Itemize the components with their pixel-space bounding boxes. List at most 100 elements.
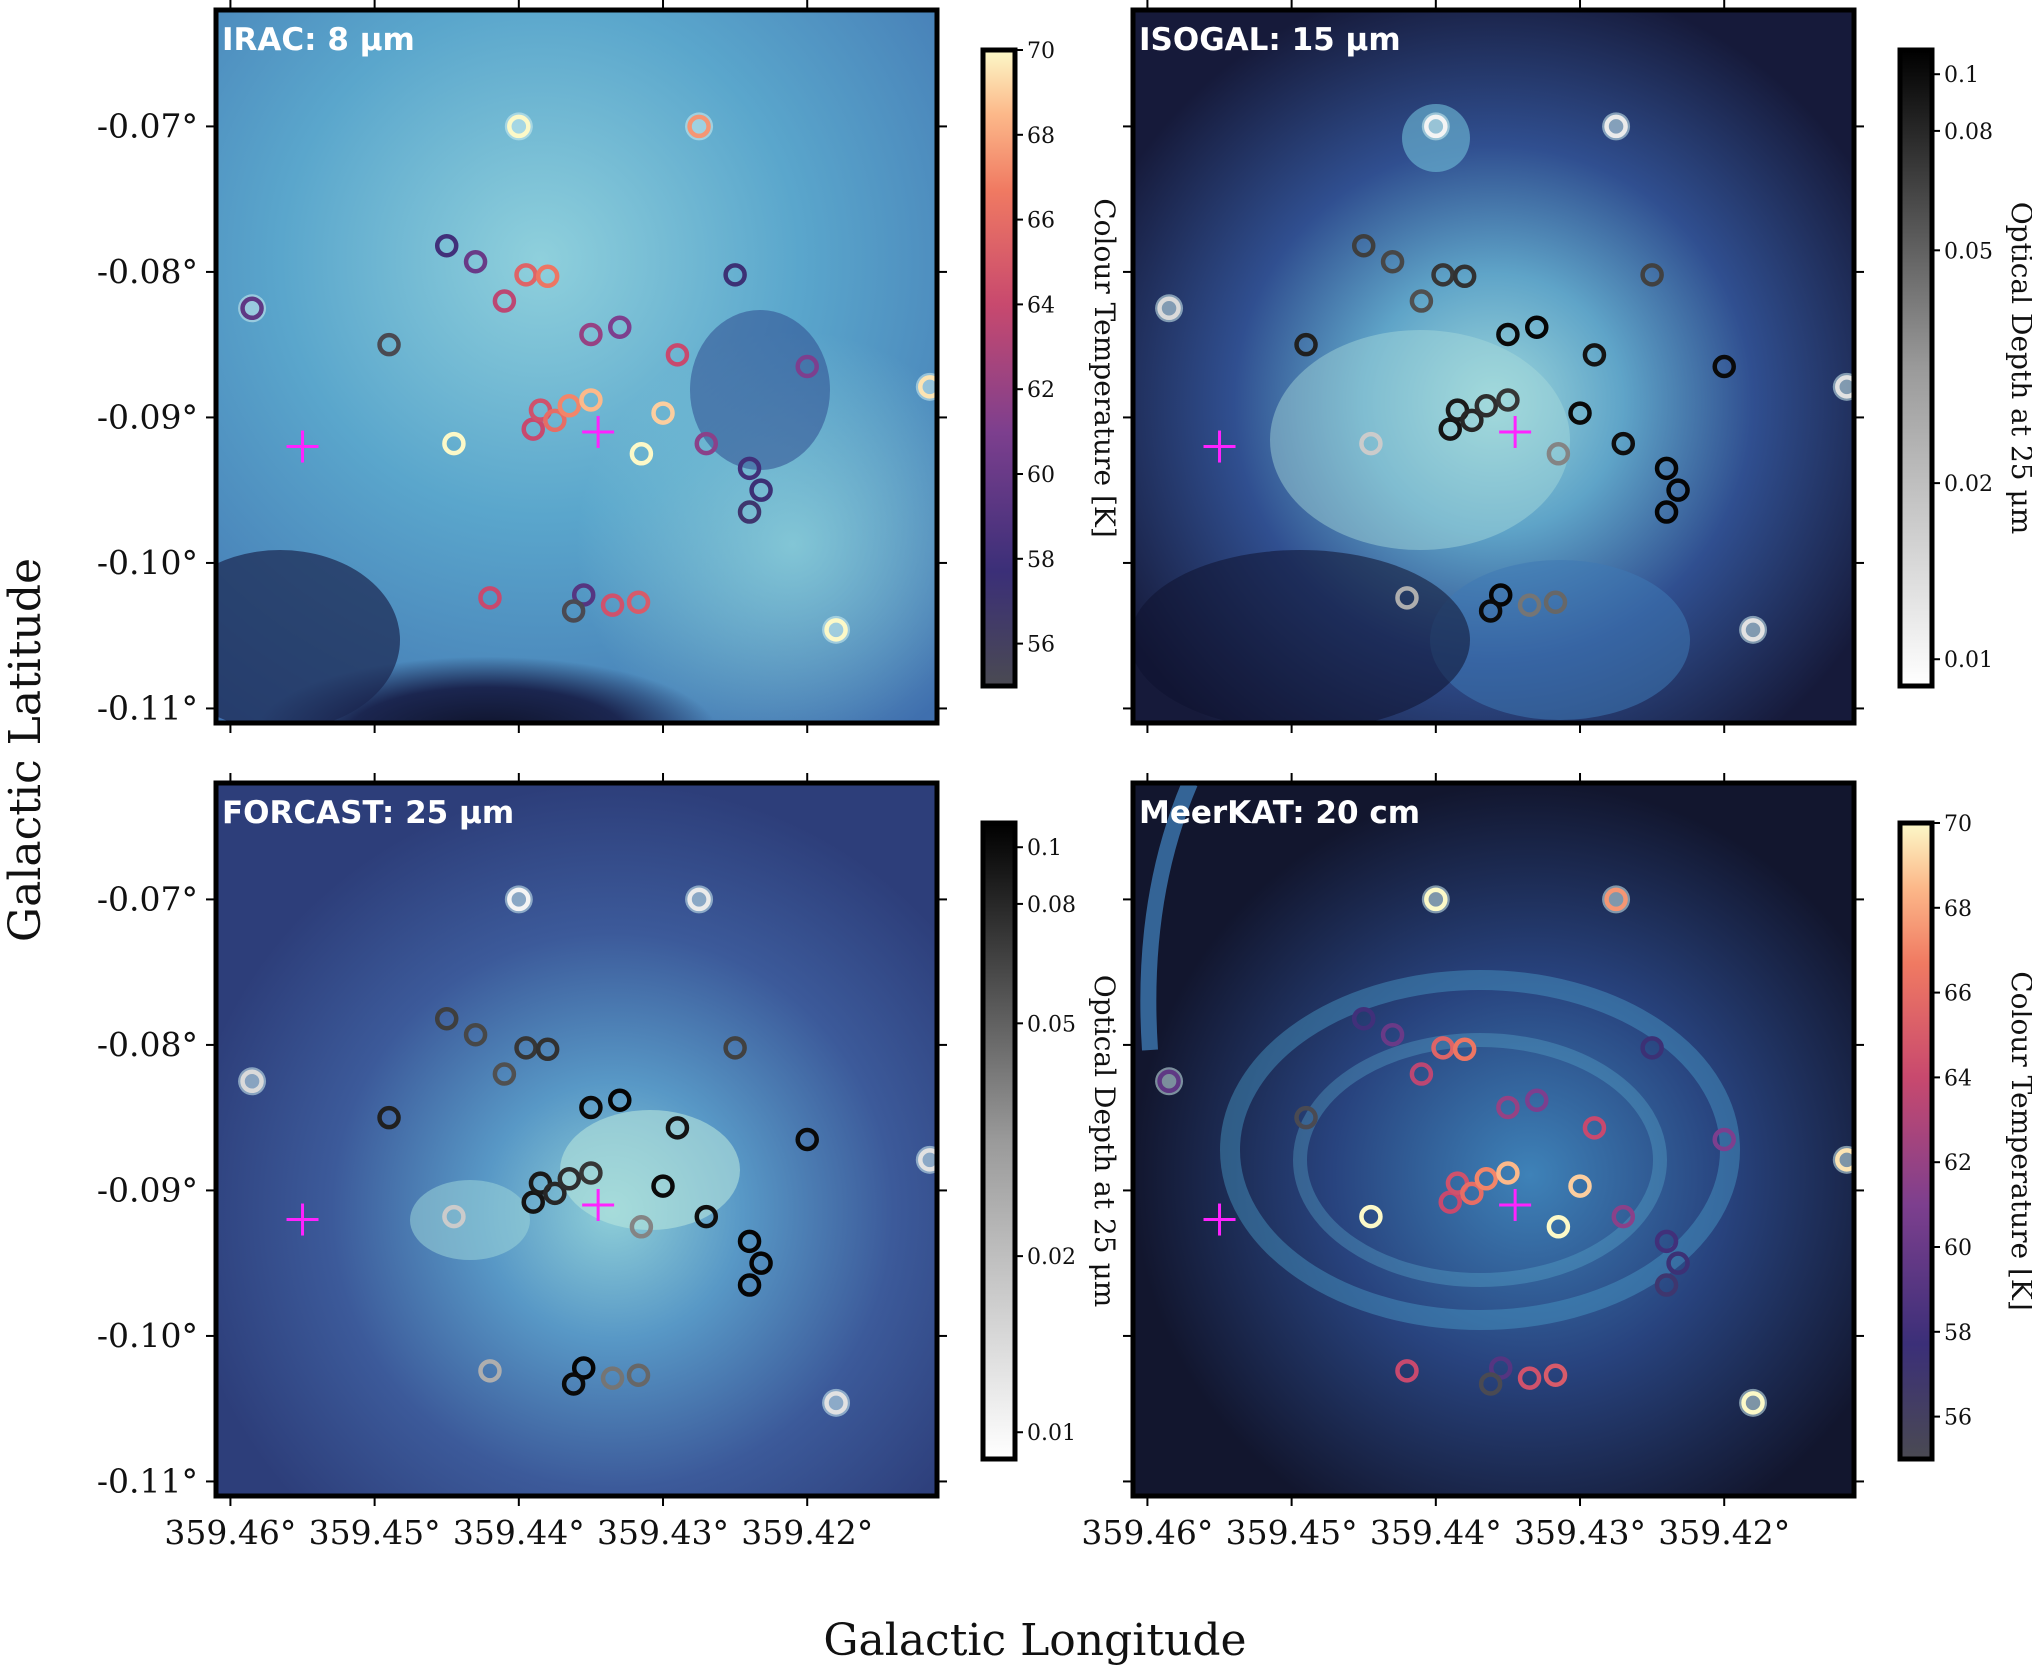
colorbar-tick-label: 0.01 — [1944, 648, 1993, 673]
source-marker — [507, 887, 531, 912]
source-marker — [579, 1095, 603, 1120]
source-marker — [723, 263, 747, 287]
source-marker — [521, 1190, 545, 1214]
source-marker — [1654, 1273, 1679, 1297]
source-marker — [1640, 1036, 1664, 1060]
source-marker — [1640, 263, 1664, 287]
source-marker — [687, 887, 711, 912]
source-marker — [535, 1037, 560, 1062]
source-marker — [723, 1036, 747, 1060]
source-marker — [1431, 1036, 1455, 1060]
source-marker — [1525, 315, 1549, 339]
source-marker — [1452, 264, 1477, 289]
frame-forcast — [213, 780, 940, 1499]
source-marker — [1380, 1022, 1405, 1047]
frame-isogal — [1130, 7, 1857, 726]
markers-irac — [238, 112, 937, 644]
colorbar-title: Colour Temperature [K] — [2005, 971, 2032, 1311]
source-marker — [1568, 401, 1592, 425]
source-marker — [463, 1022, 488, 1047]
source-marker — [1543, 1363, 1568, 1387]
source-marker — [1546, 442, 1571, 466]
x-axis-title: Galactic Longitude — [823, 1615, 1246, 1666]
source-marker — [1654, 456, 1679, 481]
colorbar-tick-label: 0.02 — [1944, 472, 1993, 497]
source-marker — [1380, 249, 1405, 274]
source-marker — [824, 618, 848, 642]
source-marker — [651, 401, 675, 425]
source-marker — [507, 114, 531, 139]
source-marker — [1525, 1088, 1549, 1112]
source-marker — [1395, 586, 1419, 610]
source-marker — [1478, 1372, 1503, 1396]
source-marker — [579, 322, 603, 347]
source-marker — [1496, 1095, 1520, 1120]
colorbar-title: Optical Depth at 25 μm — [1088, 975, 1121, 1308]
source-marker — [377, 1105, 401, 1130]
source-marker — [1517, 1366, 1542, 1390]
colorbar-tick-label: 68 — [1027, 124, 1055, 149]
source-marker — [694, 431, 719, 456]
colorbar-isogal — [1897, 47, 1935, 689]
markers-meerkat — [1155, 885, 1854, 1417]
source-marker — [608, 1088, 632, 1112]
colorbar-tick-label: 58 — [1027, 548, 1055, 573]
source-marker — [918, 1148, 937, 1172]
source-marker — [1460, 1181, 1484, 1206]
source-marker — [1438, 1190, 1462, 1214]
source-marker — [557, 394, 582, 418]
source-marker — [1452, 1037, 1477, 1062]
y-tick-label: -0.07° — [97, 879, 198, 918]
source-marker — [240, 296, 264, 321]
source-marker — [1654, 500, 1679, 524]
source-marker — [1157, 1069, 1181, 1094]
markers-isogal — [1155, 112, 1854, 644]
y-tick-label: -0.07° — [97, 106, 198, 145]
source-marker — [478, 1359, 502, 1383]
source-marker — [737, 500, 762, 524]
source-marker — [608, 315, 632, 339]
source-marker — [795, 1127, 819, 1152]
source-marker — [492, 1062, 517, 1086]
panel-label-irac: IRAC: 8 μm — [222, 22, 415, 58]
colorbar-tick-label: 56 — [1027, 633, 1055, 658]
colorbar-tick-label: 64 — [1944, 1066, 1972, 1091]
source-marker — [1611, 1204, 1636, 1229]
colorbar-forcast — [980, 820, 1018, 1462]
source-marker — [1582, 1116, 1607, 1140]
panel-label-isogal: ISOGAL: 15 μm — [1139, 22, 1401, 58]
colorbar-tick-label: 0.08 — [1027, 893, 1076, 918]
source-marker — [1835, 1148, 1854, 1172]
source-marker — [1741, 618, 1765, 642]
source-marker — [795, 354, 819, 379]
colorbar-meerkat — [1897, 820, 1935, 1462]
panel-label-forcast: FORCAST: 25 μm — [222, 795, 514, 831]
source-marker — [442, 431, 466, 456]
source-marker — [626, 1363, 651, 1387]
source-marker — [1611, 431, 1636, 456]
source-marker — [651, 1174, 675, 1198]
source-marker — [1474, 394, 1499, 418]
source-marker — [1666, 478, 1690, 502]
source-marker — [1409, 1062, 1434, 1086]
source-marker — [240, 1069, 264, 1094]
source-marker — [1488, 583, 1513, 607]
x-tick-label: 359.45° — [1226, 1513, 1358, 1552]
source-marker — [1835, 375, 1854, 399]
source-marker — [665, 1116, 690, 1140]
source-marker — [1438, 417, 1462, 441]
source-marker — [579, 1161, 603, 1185]
x-tick-label: 359.43° — [597, 1513, 729, 1552]
x-tick-label: 359.44° — [1370, 1513, 1502, 1552]
colorbar-tick-label: 70 — [1027, 39, 1055, 64]
panel-forcast — [216, 783, 937, 1496]
panel-irac — [216, 10, 937, 723]
source-marker — [1424, 114, 1448, 139]
source-marker — [1496, 388, 1520, 412]
colorbar-title: Optical Depth at 25 μm — [2005, 202, 2032, 535]
source-marker — [1496, 322, 1520, 347]
colorbar-tick-label: 62 — [1027, 378, 1055, 403]
colorbar-tick-label: 60 — [1944, 1236, 1972, 1261]
source-marker — [1351, 1006, 1376, 1031]
